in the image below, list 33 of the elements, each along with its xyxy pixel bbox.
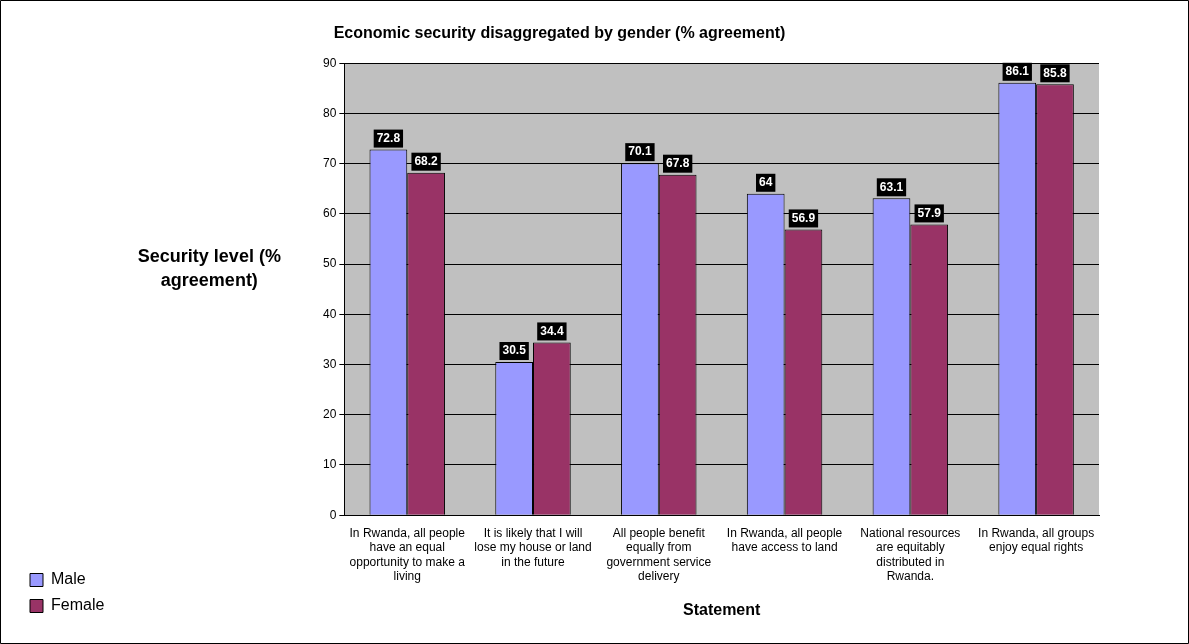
legend-label: Male xyxy=(51,570,86,588)
x-tick-label: It is likely that I will lose my house or land in the future xyxy=(474,525,592,569)
y-tick-label: 20 xyxy=(322,407,337,422)
data-label: 85.8 xyxy=(1043,65,1067,80)
data-label: 56.9 xyxy=(791,210,816,225)
data-label: 63.1 xyxy=(879,179,904,194)
y-tick-label: 40 xyxy=(322,306,337,321)
data-label: 68.2 xyxy=(414,154,439,168)
x-tick-label: In Rwanda, all groups enjoy equal rights xyxy=(978,525,1095,555)
y-tick-label: 10 xyxy=(322,457,337,472)
y-tick-label: 0 xyxy=(329,507,337,522)
y-tick-label: 70 xyxy=(322,155,337,170)
x-tick-label: In Rwanda, all people have access to land xyxy=(726,525,843,555)
y-tick-label: 80 xyxy=(322,105,337,120)
data-label: 57.9 xyxy=(917,205,942,220)
data-label: 64 xyxy=(759,175,773,190)
legend-label: Female xyxy=(51,596,105,614)
x-axis-title: Statement xyxy=(683,600,762,618)
data-label: 72.8 xyxy=(376,130,401,145)
y-tick-label: 60 xyxy=(322,206,337,221)
x-tick-label: All people benefit equally from government service delivery xyxy=(606,525,712,583)
data-label: 86.1 xyxy=(1005,64,1030,79)
data-label: 67.8 xyxy=(665,156,690,171)
data-label: 30.5 xyxy=(502,343,527,358)
y-axis-title: Security level (% agreement) xyxy=(137,246,281,291)
data-label: 34.4 xyxy=(540,323,564,338)
x-tick-label: National resources are equitably distributed in Rwanda. xyxy=(860,525,961,583)
chart-title: Economic security disaggregated by gender (% agreement) xyxy=(333,24,786,42)
data-label: 70.1 xyxy=(628,144,652,159)
y-tick-label: 50 xyxy=(322,256,337,271)
y-tick-label: 90 xyxy=(322,55,337,70)
y-tick-label: 30 xyxy=(322,356,337,371)
x-tick-label: In Rwanda, all people have an equal opportunity to make a living xyxy=(349,525,466,583)
